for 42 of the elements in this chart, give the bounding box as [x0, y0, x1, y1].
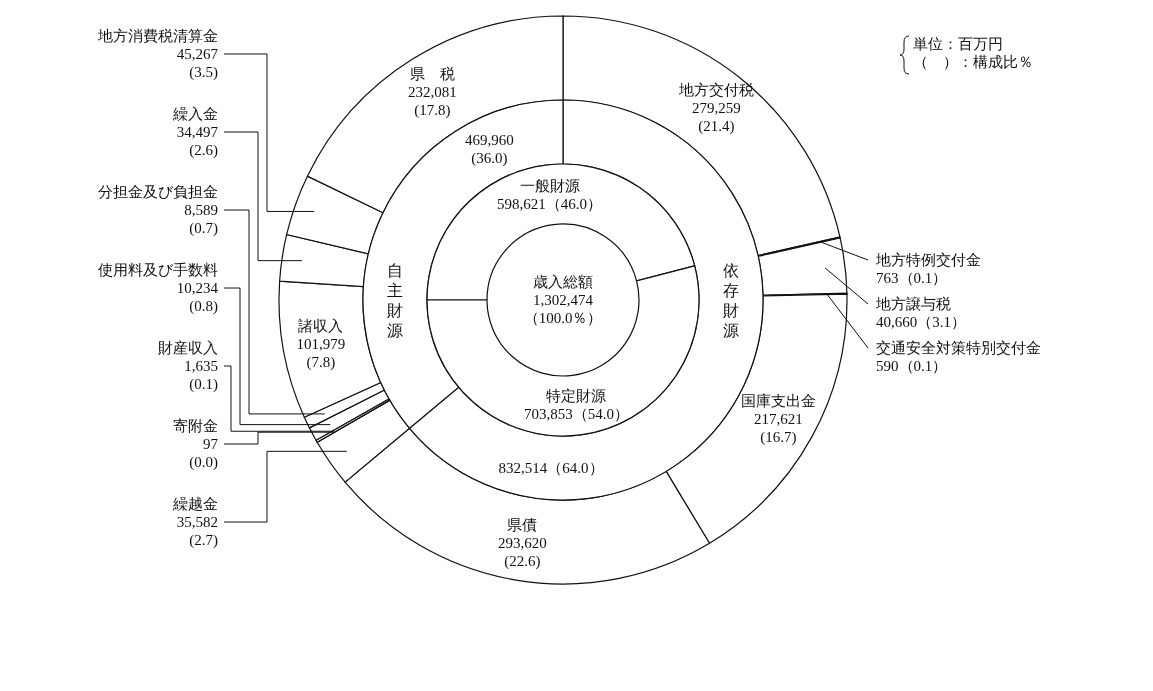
data-label: 101,979 (7.8) [296, 335, 346, 371]
text: 1,302,474 （100.0％） [523, 292, 603, 326]
data-label: 703,853（54.0） [523, 406, 629, 423]
data-label: 10,234 (0.8) [176, 280, 219, 315]
data-label: 45,267 (3.5) [176, 46, 219, 81]
data-label: 232,081 (17.8) [408, 83, 457, 119]
slice-label: 諸収入 [298, 317, 344, 334]
slice-label: 県 税 [409, 65, 455, 82]
text: （ ）：構成比％ [913, 54, 1033, 70]
data-label: 35,582 (2.7) [176, 514, 218, 549]
slice-label: 交通安全対策特別交付金 [876, 340, 1041, 356]
data-label: 763（0.1） [876, 270, 948, 286]
data-label: 832,514（64.0） [498, 459, 604, 476]
text: 歳入総額 [533, 274, 593, 290]
slice-label: 繰越金 [172, 496, 218, 512]
data-label: 279,259 (21.4) [692, 99, 741, 135]
slice-label: 財産収入 [158, 340, 218, 356]
data-label: 598,621（46.0） [497, 195, 603, 212]
slice-label: 地方譲与税 [875, 296, 951, 312]
slice-label: 分担金及び負担金 [98, 184, 218, 200]
slice-label: 地方特例交付金 [875, 252, 981, 268]
slice-label: 自主財源 [387, 261, 403, 339]
slice-label: 繰入金 [172, 106, 218, 122]
data-label: 469,960 (36.0) [465, 131, 514, 167]
data-label: 34,497 (2.6) [176, 124, 219, 159]
text: 単位：百万円 [913, 36, 1003, 52]
data-label: 1,635 (0.1) [184, 358, 218, 393]
slice-label: 地方交付税 [677, 81, 754, 98]
data-label: 8,589 (0.7) [184, 202, 218, 237]
slice-label: 地方消費税清算金 [97, 28, 218, 44]
slice-label: 国庫支出金 [740, 392, 816, 409]
data-label: 217,621 (16.7) [754, 410, 803, 446]
slice-label: 県債 [507, 516, 538, 533]
data-label: 40,660（3.1） [876, 314, 966, 330]
data-label: 293,620 (22.6) [497, 534, 547, 570]
slice-label: 寄附金 [173, 418, 218, 434]
slice-label: 特定財源 [546, 388, 607, 405]
slice-label: 依存財源 [723, 261, 739, 339]
slice-label: 使用料及び手数料 [98, 262, 218, 278]
data-label: 97 (0.0) [189, 436, 219, 471]
slice-label: 一般財源 [519, 177, 580, 194]
data-label: 590（0.1） [876, 358, 948, 374]
